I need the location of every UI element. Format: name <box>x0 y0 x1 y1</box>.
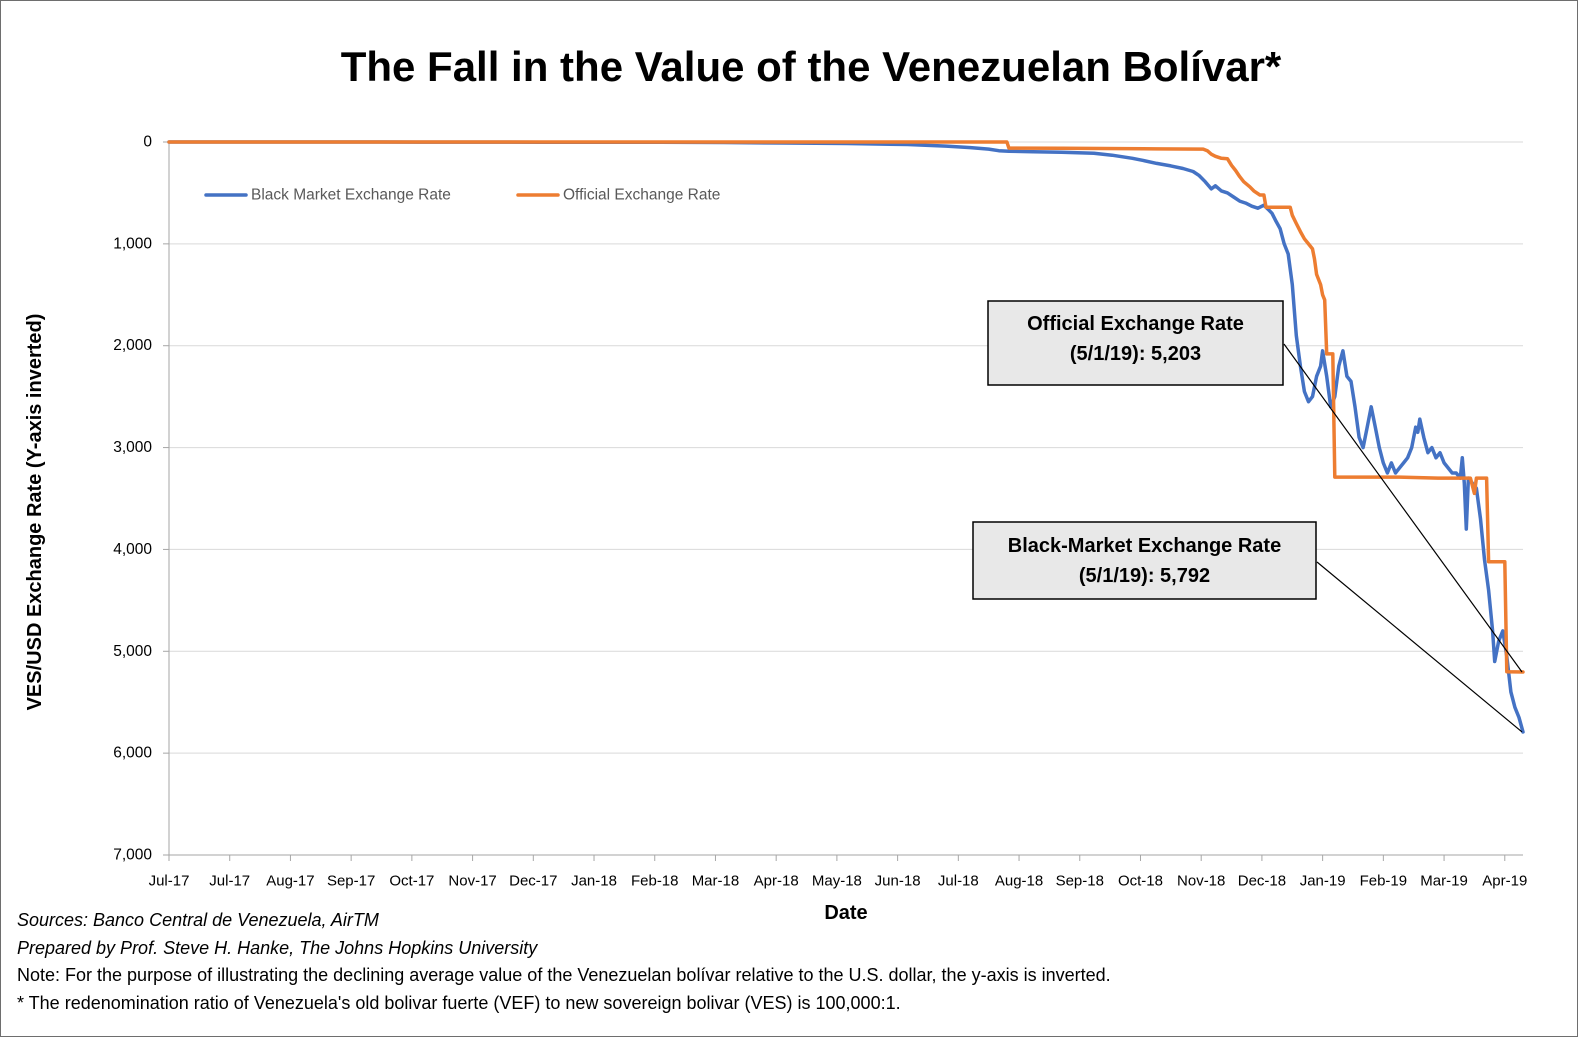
y-tick-label: 0 <box>143 134 152 151</box>
annotation-box <box>987 300 1284 386</box>
x-tick-label: Oct-18 <box>1118 873 1163 890</box>
y-tick-label: 6,000 <box>113 745 152 762</box>
x-tick-label: Feb-19 <box>1360 873 1408 890</box>
footnote-redenomination: * The redenomination ratio of Venezuela'… <box>17 993 901 1013</box>
y-tick-label: 7,000 <box>113 847 152 864</box>
y-axis-ticks: 0 1,000 2,000 3,000 4,000 5,000 6,000 7,000 <box>113 134 169 864</box>
x-tick-label: Jan-18 <box>571 873 617 890</box>
y-tick-label: 1,000 <box>113 235 152 252</box>
y-axis-title: VES/USD Exchange Rate (Y-axis inverted) <box>24 314 46 711</box>
x-tick-label: Jul-17 <box>149 873 190 890</box>
y-tick-label: 2,000 <box>113 337 152 354</box>
series-line-official-exchange-rate <box>167 140 1525 674</box>
y-tick-label: 3,000 <box>113 439 152 456</box>
x-tick-label: Jul-18 <box>938 873 979 890</box>
footnote-sources: Sources: Banco Central de Venezuela, Air… <box>17 910 379 930</box>
x-tick-label: Jun-18 <box>875 873 921 890</box>
x-tick-label: Jan-19 <box>1300 873 1346 890</box>
x-tick-label: May-18 <box>812 873 862 890</box>
annotation-official: Official Exchange Rate (5/1/19): 5,203 <box>987 300 1523 673</box>
x-tick-label: Feb-18 <box>631 873 679 890</box>
x-tick-label: Nov-17 <box>448 873 496 890</box>
x-tick-label: Aug-17 <box>266 873 314 890</box>
legend-label-black-market: Black Market Exchange Rate <box>251 187 451 204</box>
y-tick-label: 4,000 <box>113 541 152 558</box>
x-tick-label: Dec-17 <box>509 873 557 890</box>
y-tick-label: 5,000 <box>113 643 152 660</box>
footnote-prepared-by: Prepared by Prof. Steve H. Hanke, The Jo… <box>17 938 538 958</box>
x-axis-ticks: Jul-17 Jul-17 Aug-17 Sep-17 Oct-17 Nov-17 Dec-… <box>149 855 1527 890</box>
annotation-leader-line <box>1316 561 1523 733</box>
annotation-black-market: Black-Market Exchange Rate (5/1/19): 5,7… <box>972 521 1523 733</box>
x-tick-label: Mar-18 <box>692 873 740 890</box>
x-tick-label: Apr-19 <box>1482 873 1527 890</box>
x-tick-label: Jul-17 <box>209 873 250 890</box>
annotation-label: Official Exchange Rate <box>1027 313 1244 335</box>
footnote-note: Note: For the purpose of illustrating th… <box>17 965 1111 985</box>
x-tick-label: Aug-18 <box>995 873 1043 890</box>
annotation-value: (5/1/19): 5,203 <box>1070 343 1201 365</box>
annotation-box <box>972 521 1317 600</box>
annotation-label: Black-Market Exchange Rate <box>1008 535 1281 557</box>
x-axis-title: Date <box>824 902 867 924</box>
x-tick-label: Sep-17 <box>327 873 375 890</box>
x-tick-label: Oct-17 <box>389 873 434 890</box>
series-lines <box>167 140 1525 734</box>
x-tick-label: Apr-18 <box>754 873 799 890</box>
annotation-leader-line <box>1283 343 1523 673</box>
gridlines <box>169 141 1523 754</box>
x-tick-label: Nov-18 <box>1177 873 1225 890</box>
x-tick-label: Dec-18 <box>1238 873 1286 890</box>
series-line-black-market-exchange-rate <box>167 140 1525 734</box>
annotation-value: (5/1/19): 5,792 <box>1079 565 1210 587</box>
legend-label-official: Official Exchange Rate <box>563 187 720 204</box>
x-tick-label: Sep-18 <box>1056 873 1104 890</box>
legend: Black Market Exchange Rate Official Exch… <box>204 187 720 204</box>
chart-title: The Fall in the Value of the Venezuelan … <box>340 43 1282 90</box>
x-tick-label: Mar-19 <box>1420 873 1468 890</box>
